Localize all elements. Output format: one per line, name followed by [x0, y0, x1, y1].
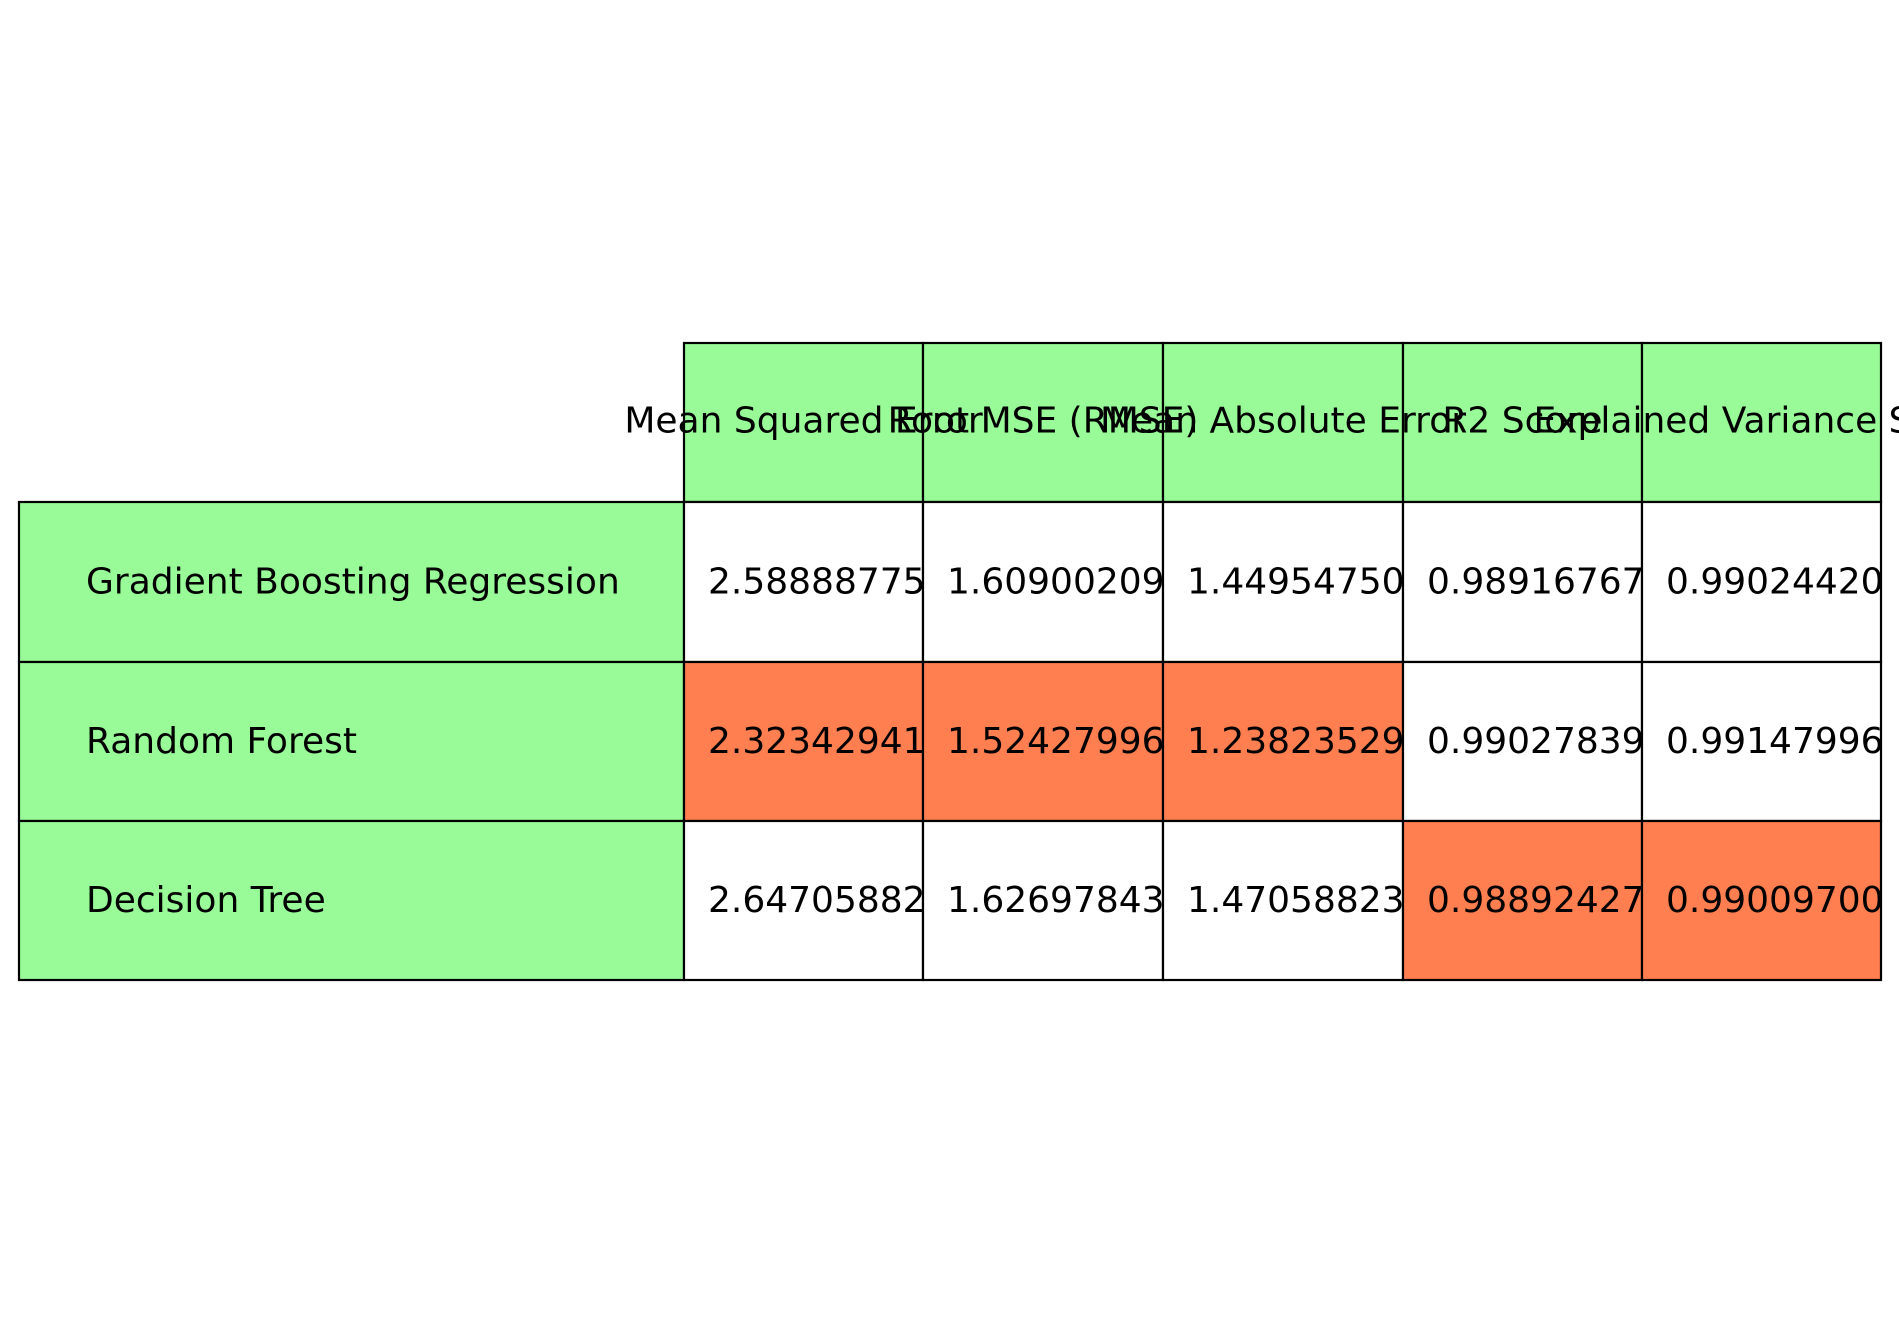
cell-value: 0.99027839: [1427, 721, 1645, 762]
cell-value: 1.47058823: [1187, 880, 1405, 921]
cell-value: 1.52427996: [947, 721, 1165, 762]
row-label: Decision Tree: [86, 880, 326, 921]
best-value-cell: [921, 660, 1165, 823]
cell-value: 2.58888775: [708, 562, 926, 603]
value-cell: [682, 819, 925, 982]
cell-value: 1.60900209: [947, 562, 1165, 603]
best-value-cell: [1640, 819, 1883, 982]
best-value-cell: [682, 660, 925, 823]
cell-value: 2.64705882: [708, 880, 926, 921]
header-cell: [1161, 341, 1405, 504]
row-label-cell: [17, 500, 686, 664]
header-cell: [1401, 341, 1644, 504]
cell-value: 0.99024420: [1666, 562, 1884, 603]
cell-value: 0.98892427: [1427, 880, 1645, 921]
header-cell: [921, 341, 1165, 504]
best-value-cell: [1401, 819, 1644, 982]
cell-value: 0.99009700: [1666, 880, 1884, 921]
column-header: Mean Absolute Error: [1100, 401, 1466, 442]
value-cell: [1401, 660, 1644, 823]
cell-value: 2.32342941: [708, 721, 926, 762]
value-cell: [921, 500, 1165, 664]
value-cell: [1640, 660, 1883, 823]
cell-value: 1.23823529: [1187, 721, 1405, 762]
value-cell: [1640, 500, 1883, 664]
value-cell: [1401, 500, 1644, 664]
column-header: Root MSE (RMSE): [888, 401, 1199, 442]
value-cell: [921, 819, 1165, 982]
header-cell: [682, 341, 925, 504]
value-cell: [1161, 819, 1405, 982]
cell-value: 1.62697843: [947, 880, 1165, 921]
row-label: Gradient Boosting Regression: [86, 562, 620, 603]
column-header: Explained Variance Score: [1533, 401, 1899, 442]
row-label-cell: [17, 819, 686, 982]
cell-value: 0.98916767: [1427, 562, 1645, 603]
column-header: R2 Score: [1442, 401, 1602, 442]
column-header: Mean Squared Error: [624, 401, 983, 442]
best-value-cell: [1161, 660, 1405, 823]
row-label: Random Forest: [86, 721, 357, 762]
cell-value: 1.44954750: [1187, 562, 1405, 603]
cell-value: 0.99147996: [1666, 721, 1884, 762]
header-cell: [1640, 341, 1883, 504]
